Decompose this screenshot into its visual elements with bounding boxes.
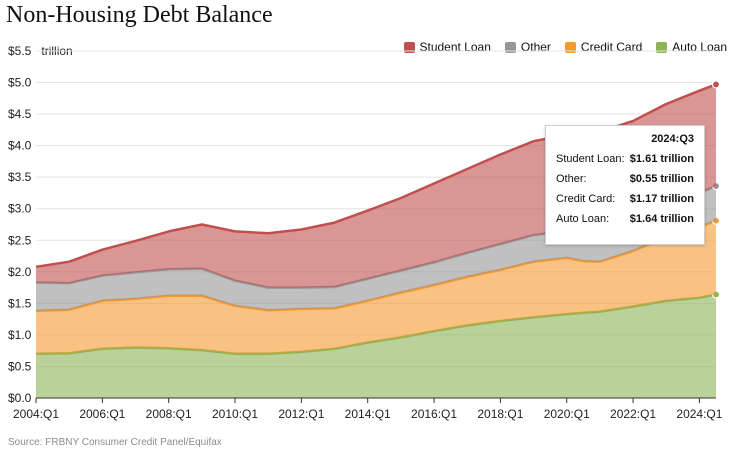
area-other [36,186,716,311]
source-note: Source: FRBNY Consumer Credit Panel/Equi… [8,437,222,448]
x-tick-label: 2012:Q1 [278,407,324,421]
y-tick-label: $4.0 [8,139,32,153]
x-tick-label: 2014:Q1 [345,407,391,421]
tooltip-row-other: Other: $0.55 trillion [546,169,704,189]
y-tick-label: $0.5 [8,359,32,373]
tooltip-period: 2024:Q3 [651,133,694,145]
x-tick-label: 2024:Q1 [676,407,722,421]
tooltip-value: $1.17 trillion [629,193,694,205]
tooltip-row-auto-loan: Auto Loan: $1.64 trillion [546,209,704,229]
area-credit-card [36,220,716,354]
tooltip-row-student-loan: Student Loan: $1.61 trillion [546,149,704,169]
tooltip-value: $1.64 trillion [629,213,694,225]
x-tick-label: 2018:Q1 [477,407,523,421]
y-tick-label: $3.0 [8,202,32,216]
tooltip-value: $0.55 trillion [629,173,694,185]
tooltip-label: Other: [556,173,587,185]
y-tick-label: $5.0 [8,76,32,90]
legend-swatch-other [504,41,516,53]
legend-swatch-auto-loan [656,41,668,53]
y-tick-label: $4.5 [8,107,32,121]
y-tick-label: $2.5 [8,233,32,247]
x-tick-label: 2008:Q1 [146,407,192,421]
x-tick-label: 2022:Q1 [610,407,656,421]
x-tick-label: 2020:Q1 [544,407,590,421]
tooltip-label: Auto Loan: [556,213,610,225]
y-top-tick: $5.5 [8,44,32,58]
tooltip-label: Student Loan: [556,153,625,165]
tooltip-label: Credit Card: [556,193,616,205]
hover-tooltip: 2024:Q3 Student Loan: $1.61 trillion Othe… [545,125,705,245]
area-auto-loan [36,294,716,398]
y-tick-label: $1.5 [8,296,32,310]
y-tick-label: $1.0 [8,328,32,342]
legend-swatch-student-loan [403,41,415,53]
x-tick-label: 2006:Q1 [79,407,125,421]
tooltip-row-credit-card: Credit Card: $1.17 trillion [546,189,704,209]
x-tick-label: 2016:Q1 [411,407,457,421]
y-tick-label: $3.5 [8,170,32,184]
chart-title: Non-Housing Debt Balance [6,2,273,28]
area-student-loan [36,84,716,288]
endpoint-student-loan [711,80,721,89]
x-tick-label: 2004:Q1 [13,407,59,421]
y-tick-label: $2.0 [8,265,32,279]
legend-swatch-credit-card [564,41,576,53]
y-tick-label: $0.0 [8,391,32,405]
tooltip-value: $1.61 trillion [629,153,694,165]
x-tick-label: 2010:Q1 [212,407,258,421]
